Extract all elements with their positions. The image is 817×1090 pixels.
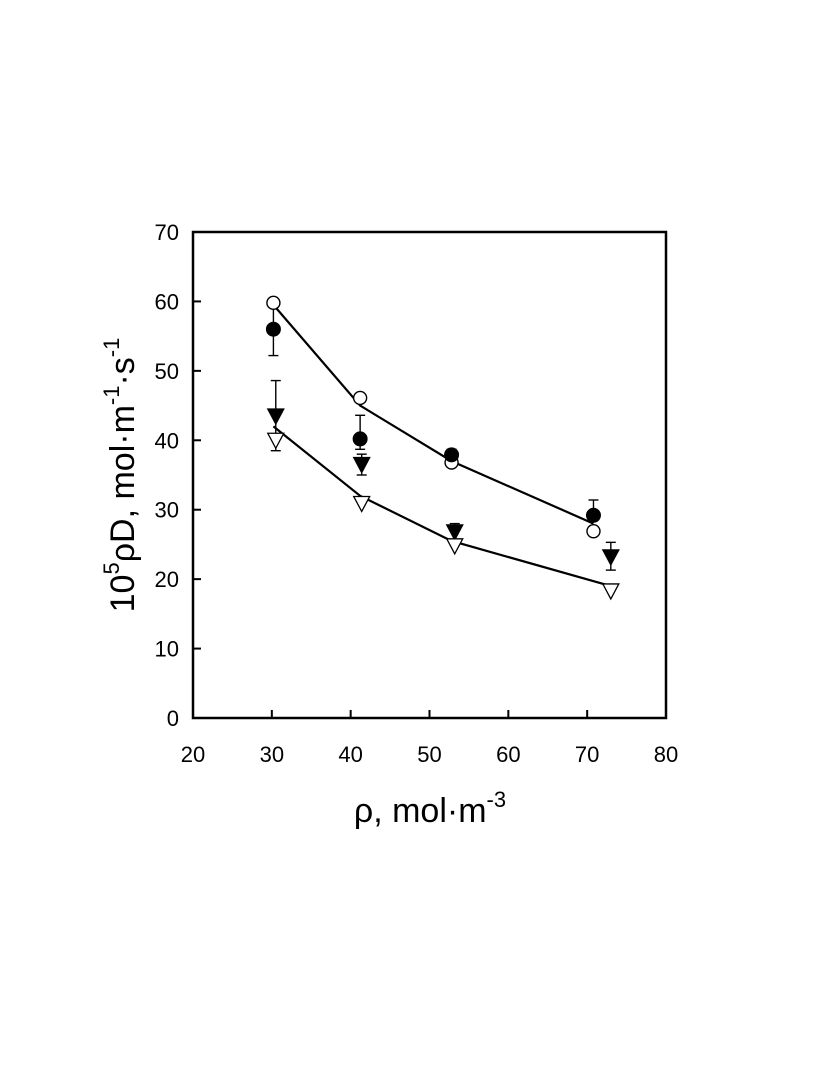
data-point-open-triangle [266,432,285,450]
data-point-filled-circle [444,447,460,463]
y-tick-label: 10 [155,637,179,662]
x-tick-label: 40 [338,742,362,767]
y-axis-title-pre: 10 [104,575,142,613]
y-axis-title: 105ρD, mol·m-1·s-1 [99,338,142,613]
markers [265,295,620,601]
data-point-filled-circle [585,507,601,523]
y-axis-ticks [193,231,201,719]
y-tick-label: 60 [155,289,179,314]
plot-area [191,230,668,720]
x-tick-label: 20 [181,742,205,767]
x-tick-label: 80 [654,742,678,767]
y-tick-label: 30 [155,498,179,523]
y-tick-label: 50 [155,359,179,384]
y-tick-label: 0 [167,706,179,731]
fit-line [272,304,594,525]
y-axis-title-sup3: -1 [99,338,124,358]
x-axis-title-base: ρ, mol·m [354,792,487,830]
data-point-open-triangle [352,495,371,513]
data-point-open-triangle [445,538,464,556]
x-tick-label: 60 [496,742,520,767]
y-tick-label: 70 [155,220,179,245]
data-point-filled-circle [265,321,281,337]
y-axis-tick-labels: 0 10 20 30 40 50 60 70 [155,220,179,731]
y-tick-label: 40 [155,428,179,453]
y-tick-label: 20 [155,567,179,592]
data-point-open-circle [586,524,601,539]
y-axis-title-sup1: 5 [99,562,124,574]
x-axis-ticks [192,710,667,718]
data-point-open-circle [352,390,368,406]
data-point-open-triangle [601,583,620,601]
data-point-open-circle [266,295,281,311]
data-point-filled-triangle [601,549,620,567]
error-bars [268,305,616,571]
data-point-filled-circle [352,431,368,447]
y-axis-title-mid: ρD, mol·m [104,405,142,562]
data-point-filled-triangle [352,456,371,474]
x-axis-title: ρ, mol·m-3 [354,787,506,830]
y-axis-title-mid2: ·s [104,357,142,385]
x-tick-label: 50 [417,742,441,767]
fit-line [272,425,612,588]
x-tick-label: 70 [575,742,599,767]
fit-lines [272,304,612,588]
x-axis-title-sup: -3 [487,787,507,812]
data-point-filled-triangle [445,524,464,542]
x-axis-tick-labels: 20 30 40 50 60 70 80 [181,742,678,767]
data-point-filled-triangle [266,408,285,426]
y-axis-title-sup2: -1 [99,386,124,406]
plot-frame [191,230,668,720]
x-tick-label: 30 [260,742,284,767]
